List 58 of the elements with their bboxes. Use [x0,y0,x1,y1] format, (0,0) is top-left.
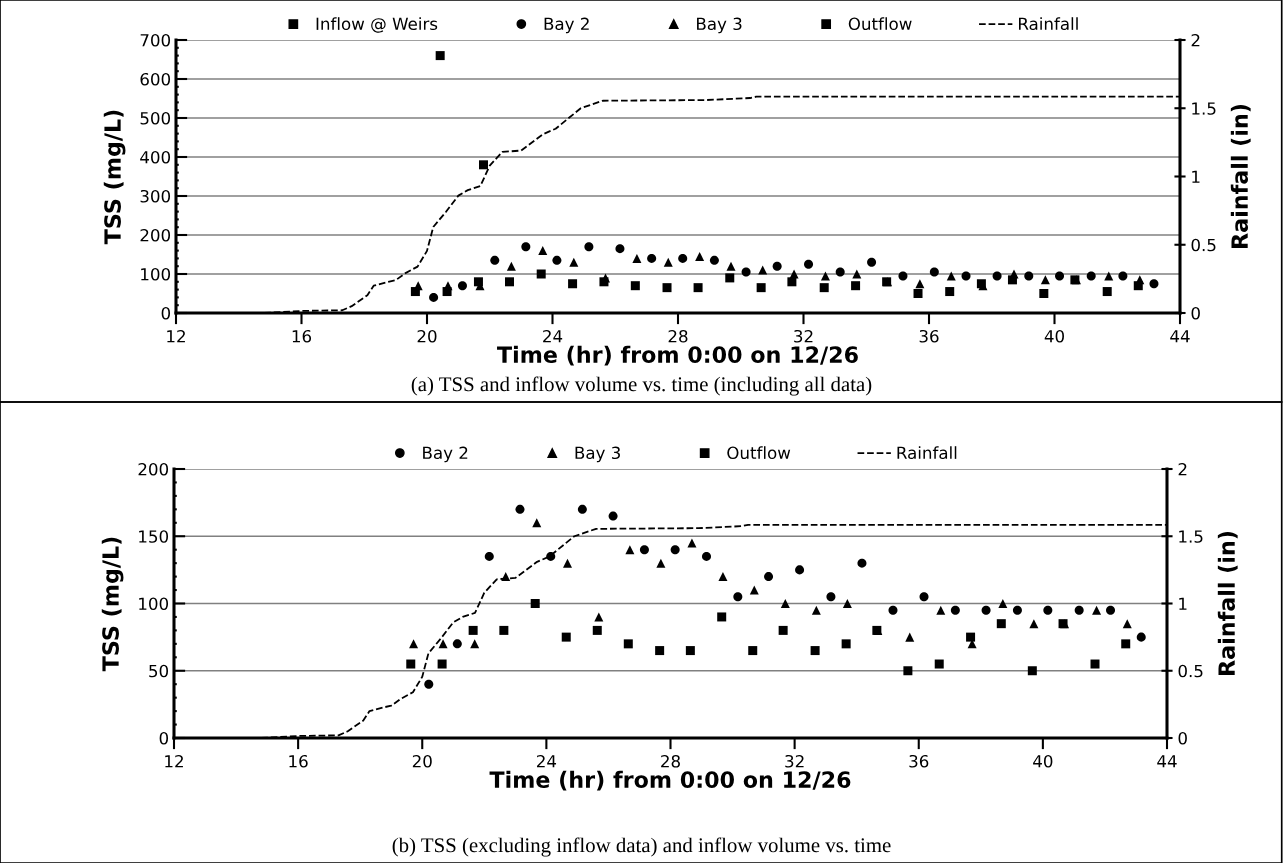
x-tick-label: 28 [668,329,688,343]
y2-axis-title: Rainfall (in) [1217,531,1238,675]
y2-tick-label: 1.5 [1192,102,1216,115]
legend-label: Rainfall [1019,17,1078,31]
y2-axis-title: Rainfall (in) [1230,104,1251,248]
legend-label: Bay 3 [575,446,620,463]
x-tick-label: 24 [536,754,557,768]
y-tick-label: 700 [140,33,171,47]
y-tick-label: 0 [161,306,171,320]
x-tick-label: 32 [794,329,813,343]
y2-tick-label: 1 [1179,597,1187,610]
legend-label: Outflow [727,446,791,460]
legend-label: Bay 2 [423,446,468,463]
x-axis-title: Time (hr) from 0:00 on 12/26 [489,770,851,791]
y-tick-label: 400 [140,150,171,164]
x-tick-label: 16 [289,754,308,768]
legend-label: Rainfall [897,446,957,460]
y2-tick-label: 1 [1192,170,1200,183]
y2-tick-label: 0 [1178,731,1187,745]
text: (a) TSS and inflow volume vs. time (including all data) [411,376,872,396]
x-tick-label: 20 [412,754,432,768]
y-tick-label: 50 [149,664,169,678]
y2-tick-label: 0.5 [1178,664,1203,678]
y-tick-label: 0 [159,731,169,745]
x-tick-label: 12 [167,329,185,343]
legend-label: Inflow @ Weirs [316,17,438,33]
legend-label: Bay 3 [697,17,742,34]
x-tick-label: 24 [543,329,563,343]
x-tick-label: 40 [1033,754,1053,768]
y2-tick-label: 2 [1191,33,1200,47]
y-tick-label: 200 [138,462,169,476]
x-tick-label: 28 [661,754,680,768]
x-tick-label: 36 [919,329,939,343]
y-tick-label: 150 [139,530,169,543]
y2-tick-label: 2 [1178,462,1187,476]
x-axis-title: Time (hr) from 0:00 on 12/26 [497,345,858,366]
x-tick-label: 16 [292,329,312,343]
y-axis-title: TSS (mg/L) [101,537,124,672]
y2-tick-label: 0 [1191,306,1200,320]
x-tick-label: 12 [165,754,183,768]
y-tick-label: 600 [140,72,171,86]
x-tick-label: 20 [417,329,437,343]
y-tick-label: 200 [140,228,171,242]
x-tick-label: 32 [785,754,804,768]
text: (b) TSS (excluding inflow data) and inflow volume vs. time [392,837,891,857]
x-tick-label: 36 [909,754,929,768]
y2-tick-label: 1.5 [1179,530,1203,543]
x-tick-label: 44 [1157,755,1177,768]
y-axis-title: TSS (mg/L) [103,110,126,245]
legend-label: Outflow [848,17,912,31]
x-tick-label: 44 [1170,330,1190,343]
y-tick-label: 100 [139,597,169,611]
y-tick-label: 500 [140,111,171,125]
x-tick-label: 40 [1044,329,1064,343]
y-tick-label: 100 [141,267,171,281]
y2-tick-label: 0.5 [1191,238,1216,252]
legend-label: Bay 2 [544,17,589,34]
y-tick-label: 300 [140,189,171,203]
